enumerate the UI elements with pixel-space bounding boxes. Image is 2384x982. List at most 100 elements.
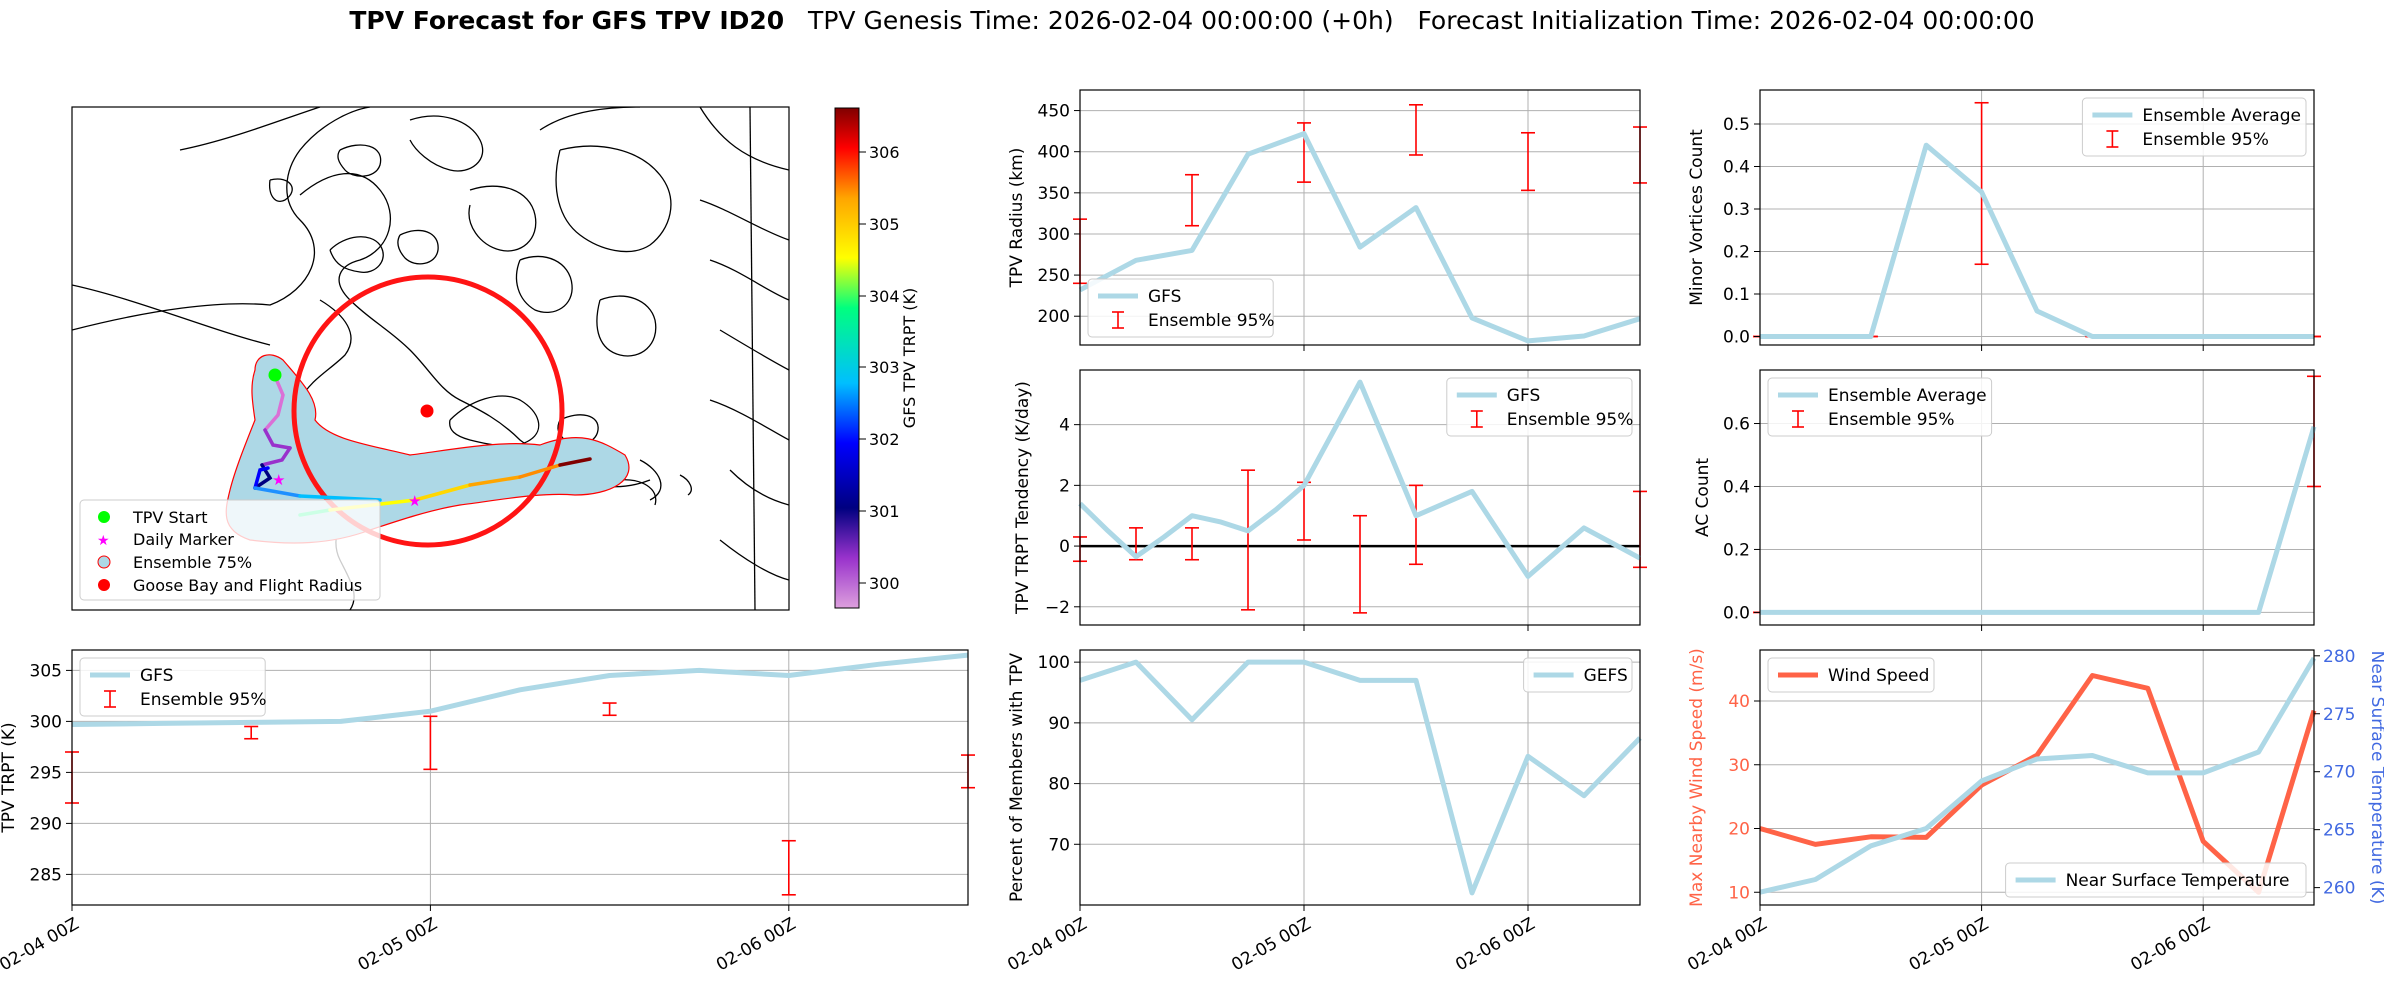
- y-tick-label: 0: [1059, 537, 1070, 557]
- x-tick-label: 02-04 00Z: [1684, 914, 1770, 975]
- y-tick-label: 0.2: [1723, 243, 1750, 263]
- legend-ensemble-swatch: [97, 555, 111, 569]
- legend: GEFS: [1523, 657, 1633, 693]
- errorbar: [781, 839, 796, 896]
- colorbar-tick-label: 305: [869, 215, 900, 234]
- colorbar-tick-label: 301: [869, 502, 900, 521]
- y-tick-label: 20: [1728, 820, 1750, 840]
- legend-label: Ensemble 95%: [2142, 130, 2269, 150]
- flight-radius-circle: [291, 274, 565, 548]
- legend-daily-marker-text: Daily Marker: [133, 530, 234, 549]
- y-tick-label: 0.0: [1723, 603, 1750, 623]
- y-tick-label: 0.4: [1723, 158, 1750, 178]
- y-tick-label: 290: [30, 814, 62, 834]
- figure-title-init: Forecast Initialization Time: 2026-02-04…: [1417, 6, 2035, 35]
- colorbar-tick-label: 306: [869, 143, 900, 162]
- y-tick-label: 0.2: [1723, 540, 1750, 560]
- errorbar: [423, 715, 438, 771]
- legend-tpv-start-text: TPV Start: [132, 508, 208, 527]
- y-tick-label: 30: [1728, 756, 1750, 776]
- chart-radius: 200 250 300 350 400 450 TPV Radius (km) GFS Ense…: [1007, 89, 1647, 351]
- x-tick-label: 02-05 00Z: [1228, 914, 1314, 975]
- series-ensemble-average: [1760, 425, 2317, 615]
- legend-frame: [1767, 657, 1935, 693]
- y-tick-label: 300: [1038, 225, 1070, 245]
- legend-label: Ensemble Average: [2142, 106, 2301, 126]
- figure-title-main: TPV Forecast for GFS TPV ID20: [349, 6, 785, 35]
- legend-label: Ensemble 95%: [140, 690, 267, 710]
- y-tick-label: 90: [1048, 714, 1070, 734]
- legend-label: GFS: [1148, 287, 1181, 307]
- x-tick-label: 02-04 00Z: [1004, 914, 1090, 975]
- y-tick-label: 200: [1038, 307, 1070, 327]
- chart-trpt: 285 290 295 300 305 TPV TRPT (K) 02-04 00Z 02-0…: [0, 649, 975, 975]
- legend: Ensemble Average Ensemble 95%: [2081, 97, 2307, 157]
- y-tick-label: 0.6: [1723, 415, 1750, 435]
- y-tick-label: 10: [1728, 883, 1750, 903]
- axes-frame: [1079, 89, 1641, 346]
- y-tick-label: 285: [30, 865, 62, 885]
- x-tick-label: 02-05 00Z: [355, 914, 441, 975]
- legend-label: Ensemble 95%: [1507, 410, 1634, 430]
- x-tick-label: 02-05 00Z: [1906, 914, 1992, 975]
- y2-axis-label: Near Surface Temperature (K): [2367, 651, 2384, 905]
- axes-frame: [1759, 649, 2315, 906]
- legend: Near Surface Temperature: [2005, 862, 2307, 898]
- y-tick-label: 40: [1728, 692, 1750, 712]
- y-axis-label: TPV Radius (km): [1007, 148, 1027, 289]
- errorbar: [602, 702, 617, 717]
- y2-tick-label: 275: [2323, 705, 2355, 725]
- legend-label: GFS: [1507, 386, 1540, 406]
- legend: Wind Speed: [1767, 657, 1935, 693]
- legend: GFS Ensemble 95%: [79, 657, 267, 717]
- legend-goose-bay-swatch: [98, 579, 110, 591]
- errorbar: [1974, 101, 1989, 266]
- y-tick-label: 4: [1059, 416, 1070, 436]
- chart-percent: 70 80 90 100 Percent of Members with TPV 02-0…: [1004, 649, 1642, 975]
- y-tick-label: 295: [30, 763, 62, 783]
- legend-label: GFS: [140, 666, 173, 686]
- map-panel: ★ ★ TPV Start ★ Daily Marker Ensemble 75…: [71, 106, 919, 611]
- y2-tick-label: 265: [2323, 821, 2355, 841]
- axes-frame: [71, 649, 969, 906]
- y-tick-label: 300: [30, 712, 62, 732]
- errorbar: [1409, 104, 1423, 156]
- colorbar-label: GFS TPV TRPT (K): [900, 288, 919, 428]
- legend-label: Wind Speed: [1828, 666, 1929, 686]
- y-tick-label: 0.4: [1723, 477, 1750, 497]
- series-near-surface-temperature: [1759, 656, 2317, 895]
- errorbar: [1185, 527, 1199, 561]
- legend-label: Ensemble 95%: [1828, 410, 1955, 430]
- y-tick-label: 0.5: [1723, 115, 1750, 135]
- y-tick-label: 450: [1038, 102, 1070, 122]
- y-axis-label: AC Count: [1693, 458, 1713, 537]
- errorbar: [244, 725, 259, 740]
- y-tick-label: 0.0: [1723, 328, 1750, 348]
- y-axis-label: Percent of Members with TPV: [1007, 653, 1027, 902]
- y-tick-label: 350: [1038, 184, 1070, 204]
- x-tick-label: 02-06 00Z: [2127, 914, 2213, 975]
- y-tick-label: 305: [30, 661, 62, 681]
- axes-frame: [1079, 369, 1641, 626]
- y-tick-label: 0.1: [1723, 285, 1750, 305]
- legend: GFS Ensemble 95%: [1087, 278, 1275, 338]
- daily-marker-1: ★: [272, 471, 285, 489]
- map-coastlines: [72, 107, 789, 610]
- legend-ensemble-text: Ensemble 75%: [133, 553, 252, 572]
- colorbar-tick-label: 303: [869, 358, 900, 377]
- y-tick-label: 2: [1059, 476, 1070, 496]
- y-tick-label: 250: [1038, 266, 1070, 286]
- chart-minor: 0.0 0.1 0.2 0.3 0.4 0.5 Minor Vortices Count En…: [1687, 89, 2321, 351]
- legend-frame: [2081, 97, 2307, 157]
- y-axis-label: TPV TRPT Tendency (K/day): [1013, 381, 1033, 615]
- y-tick-label: 80: [1048, 775, 1070, 795]
- legend-frame: [1767, 377, 1993, 437]
- y2-tick-label: 270: [2323, 763, 2355, 783]
- series-gfs: [1078, 379, 1642, 579]
- errorbar: [1353, 514, 1367, 614]
- series-wind-speed: [1759, 673, 2317, 895]
- colorbar-tick-label: 304: [869, 287, 900, 306]
